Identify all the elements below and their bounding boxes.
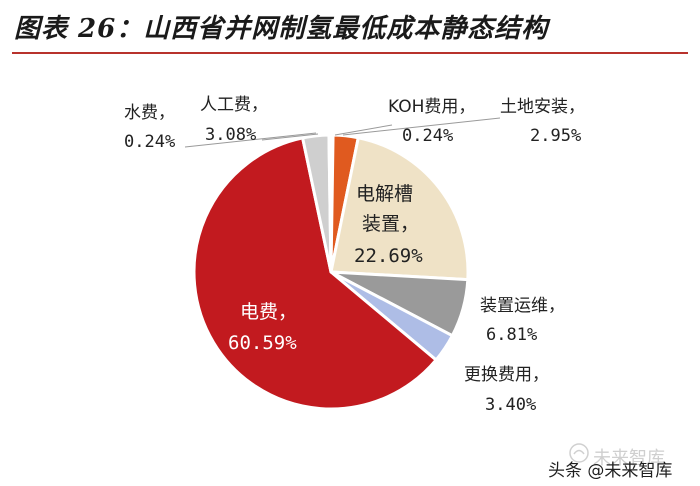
pie-slice-7 xyxy=(327,133,333,274)
watermark-attribution: 头条 @未来智库 xyxy=(548,461,673,481)
leader-line-koh xyxy=(334,124,393,136)
label-electrolyzer-name1: 电解槽 xyxy=(356,183,413,205)
leader-line-water xyxy=(184,132,317,148)
label-labor-value: 3.08% xyxy=(205,125,256,145)
label-labor-name: 人工费， xyxy=(200,95,268,115)
leader-line-land xyxy=(342,117,501,136)
label-water-value: 0.24% xyxy=(124,132,175,152)
pie-slice-5 xyxy=(192,136,438,411)
label-replacement-value: 3.40% xyxy=(485,395,536,415)
label-koh-name: KOH费用， xyxy=(388,97,475,117)
label-land-value: 2.95% xyxy=(530,126,581,146)
label-land-name: 土地安装， xyxy=(500,97,585,117)
label-electrolyzer-name2: 装置， xyxy=(362,213,419,235)
label-replacement-name: 更换费用， xyxy=(464,365,549,385)
label-koh-value: 0.24% xyxy=(402,126,453,146)
label-maintenance-name: 装置运维， xyxy=(480,296,565,316)
label-electricity-name: 电费， xyxy=(240,301,297,323)
pie-slice-2 xyxy=(329,136,470,282)
watermark-logo-icon xyxy=(569,443,589,463)
leader-line-labor xyxy=(261,133,319,141)
label-water-name: 水费， xyxy=(124,103,175,123)
title-divider xyxy=(12,52,688,54)
chart-title: 图表 26：山西省并网制氢最低成本静态结构 xyxy=(14,14,549,44)
label-electricity-value: 60.59% xyxy=(228,332,297,354)
watermark-brand: 未来智库 xyxy=(593,448,665,469)
label-electrolyzer-value: 22.69% xyxy=(354,245,423,267)
label-maintenance-value: 6.81% xyxy=(486,325,537,345)
